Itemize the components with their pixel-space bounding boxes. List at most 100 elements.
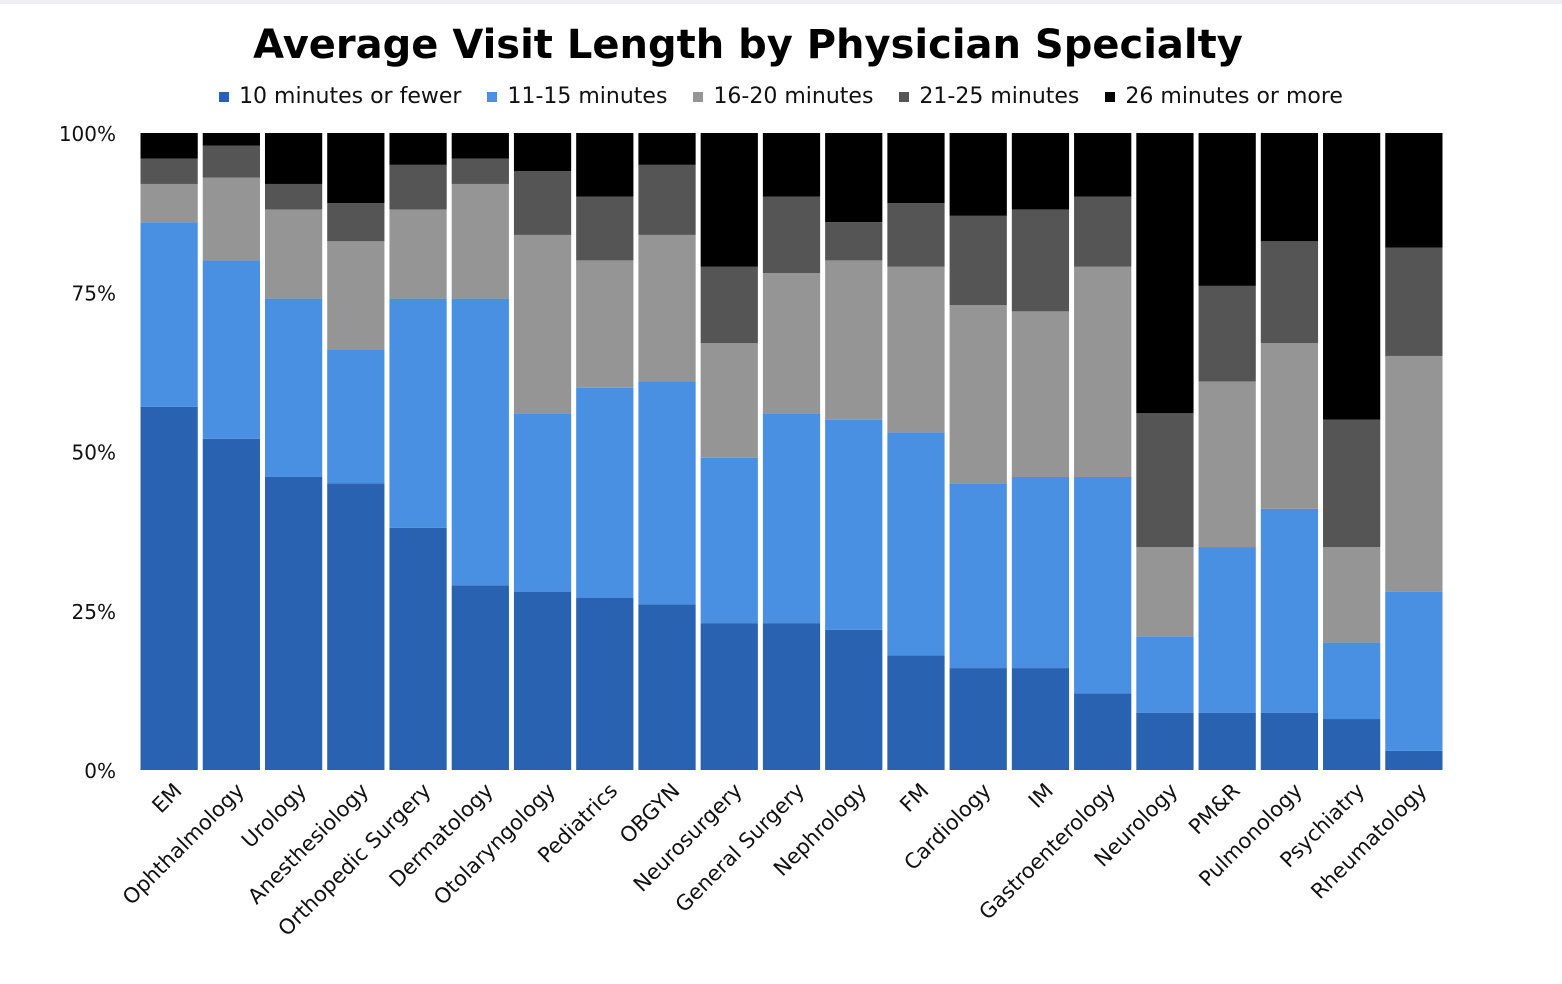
bar-segment xyxy=(762,273,821,414)
x-tick-label: EM xyxy=(147,779,186,818)
legend-item: 16-20 minutes xyxy=(693,84,873,109)
bar-segment xyxy=(762,196,821,274)
y-tick-label: 100% xyxy=(59,122,116,146)
bar-segment xyxy=(202,438,260,770)
bar-segment xyxy=(1074,266,1132,477)
x-tick-label: Neurosurgery xyxy=(629,779,747,897)
bar-segment xyxy=(327,133,385,204)
bar-segment xyxy=(1198,712,1256,770)
bar-segment xyxy=(700,266,758,344)
bar-segment xyxy=(140,406,198,770)
bar-segment xyxy=(1385,355,1443,592)
bar-segment xyxy=(1074,133,1132,197)
legend-item: 21-25 minutes xyxy=(899,84,1079,109)
bar-segment xyxy=(949,133,1007,216)
bar-segment xyxy=(451,183,509,299)
bar-segment xyxy=(1260,241,1319,344)
bar-segment xyxy=(1198,381,1256,548)
bar-segment xyxy=(451,585,509,770)
bar-segment xyxy=(762,623,821,770)
bar-segment xyxy=(1385,133,1443,248)
bar-segment xyxy=(327,483,385,770)
bar-segment xyxy=(1011,133,1070,210)
bar-segment xyxy=(1198,285,1256,382)
bar-segment xyxy=(264,298,323,477)
bar-segment xyxy=(700,133,758,267)
bar-segment xyxy=(638,164,696,235)
bar-segment xyxy=(638,381,696,605)
legend-label: 11-15 minutes xyxy=(507,84,668,109)
bar-segment xyxy=(389,209,447,299)
bar-segment xyxy=(140,133,198,159)
bar-segment xyxy=(1198,547,1256,713)
bar-segment xyxy=(762,413,821,624)
bar-segment xyxy=(700,457,758,624)
bar-segment xyxy=(327,241,385,350)
bar-segment xyxy=(389,527,447,770)
y-tick-label: 0% xyxy=(84,759,116,783)
legend: 10 minutes or fewer 11-15 minutes 16-20 mi… xyxy=(0,84,1562,109)
bar-segment xyxy=(576,598,634,770)
bar-segment xyxy=(264,476,323,770)
bar-segment xyxy=(451,158,509,184)
bar-segment xyxy=(264,209,323,299)
legend-label: 16-20 minutes xyxy=(713,84,874,109)
bar-segment xyxy=(1136,636,1194,713)
x-tick-label: Rheumatology xyxy=(1306,779,1431,904)
bar-segment xyxy=(1260,343,1319,509)
legend-item: 10 minutes or fewer xyxy=(219,84,461,109)
bar-segment xyxy=(576,133,634,197)
bar-segment xyxy=(700,623,758,770)
bar-segment xyxy=(1136,133,1194,414)
bar-segment xyxy=(202,177,260,261)
bar-segment xyxy=(700,343,758,458)
bar-segment xyxy=(513,234,572,414)
legend-label: 26 minutes or more xyxy=(1125,84,1343,109)
legend-swatch xyxy=(487,91,498,102)
bar-segment xyxy=(1011,311,1070,477)
bar-segment xyxy=(1198,133,1256,286)
bar-segment xyxy=(638,133,696,165)
bar-segment xyxy=(1074,693,1132,770)
bar-segment xyxy=(513,413,572,592)
bar-segment xyxy=(887,655,945,770)
bar-segment xyxy=(140,183,198,223)
bar-segment xyxy=(1323,133,1381,420)
x-tick-label: IM xyxy=(1024,779,1058,813)
bar-segment xyxy=(451,133,509,159)
bar-segment xyxy=(638,604,696,770)
bar-segment xyxy=(576,260,634,388)
legend-item: 11-15 minutes xyxy=(487,84,667,109)
bar-segment xyxy=(202,133,260,146)
bar-segment xyxy=(825,419,883,630)
bar-segment xyxy=(451,298,509,586)
bar-segment xyxy=(1074,476,1132,694)
bar-segment xyxy=(513,591,572,770)
legend-swatch xyxy=(899,91,910,102)
y-tick-label: 75% xyxy=(72,281,116,305)
y-tick-label: 25% xyxy=(72,600,116,624)
bar-segment xyxy=(825,629,883,770)
bar-segment xyxy=(887,266,945,433)
bar-segment xyxy=(825,222,883,261)
x-tick-label: FM xyxy=(895,779,933,817)
bar-segment xyxy=(1260,133,1319,242)
bar-segment xyxy=(576,387,634,599)
legend-label: 21-25 minutes xyxy=(919,84,1080,109)
bar-segment xyxy=(1011,209,1070,312)
legend-item: 26 minutes or more xyxy=(1105,84,1343,109)
bar-segment xyxy=(949,304,1007,484)
bar-segment xyxy=(264,183,323,210)
bar-segment xyxy=(825,260,883,420)
top-border xyxy=(0,0,1562,4)
bar-segment xyxy=(825,133,883,223)
bar-segment xyxy=(1323,419,1381,548)
chart-title: Average Visit Length by Physician Specia… xyxy=(253,22,1243,68)
bar-segment xyxy=(949,668,1007,770)
bar-segment xyxy=(1323,547,1381,643)
bar-segment xyxy=(1074,196,1132,267)
bar-segment xyxy=(1323,642,1381,720)
bar-segment xyxy=(1260,508,1319,713)
